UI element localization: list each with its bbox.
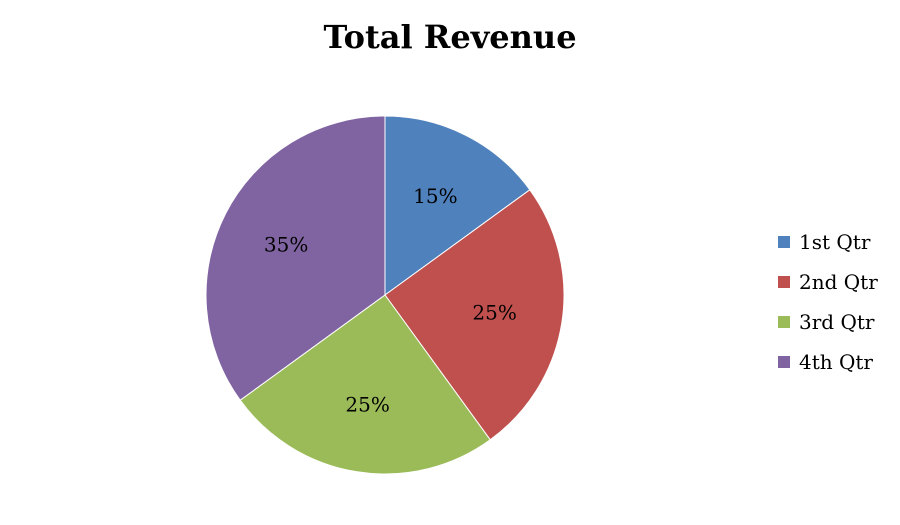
legend-item-2: 2nd Qtr bbox=[778, 262, 878, 302]
legend-swatch-4 bbox=[778, 356, 790, 368]
legend-swatch-2 bbox=[778, 276, 790, 288]
legend-item-4: 4th Qtr bbox=[778, 342, 878, 382]
pie-slice-1 bbox=[384, 115, 531, 296]
pie-slice-3 bbox=[239, 294, 491, 475]
chart-title: Total Revenue bbox=[323, 18, 577, 56]
legend-label-1: 1st Qtr bbox=[799, 230, 871, 254]
legend-item-3: 3rd Qtr bbox=[778, 302, 878, 342]
pie-slice-2 bbox=[384, 189, 565, 441]
pie-slice-4 bbox=[205, 115, 386, 401]
legend: 1st Qtr 2nd Qtr 3rd Qtr 4th Qtr bbox=[778, 222, 878, 382]
data-label-2: 25% bbox=[472, 300, 516, 324]
legend-swatch-1 bbox=[778, 236, 790, 248]
legend-item-1: 1st Qtr bbox=[778, 222, 878, 262]
legend-swatch-3 bbox=[778, 316, 790, 328]
data-label-3: 25% bbox=[345, 393, 389, 417]
data-label-4: 35% bbox=[264, 233, 308, 257]
legend-label-3: 3rd Qtr bbox=[799, 310, 875, 334]
data-label-1: 15% bbox=[413, 184, 457, 208]
legend-label-4: 4th Qtr bbox=[799, 350, 873, 374]
legend-label-2: 2nd Qtr bbox=[799, 270, 878, 294]
